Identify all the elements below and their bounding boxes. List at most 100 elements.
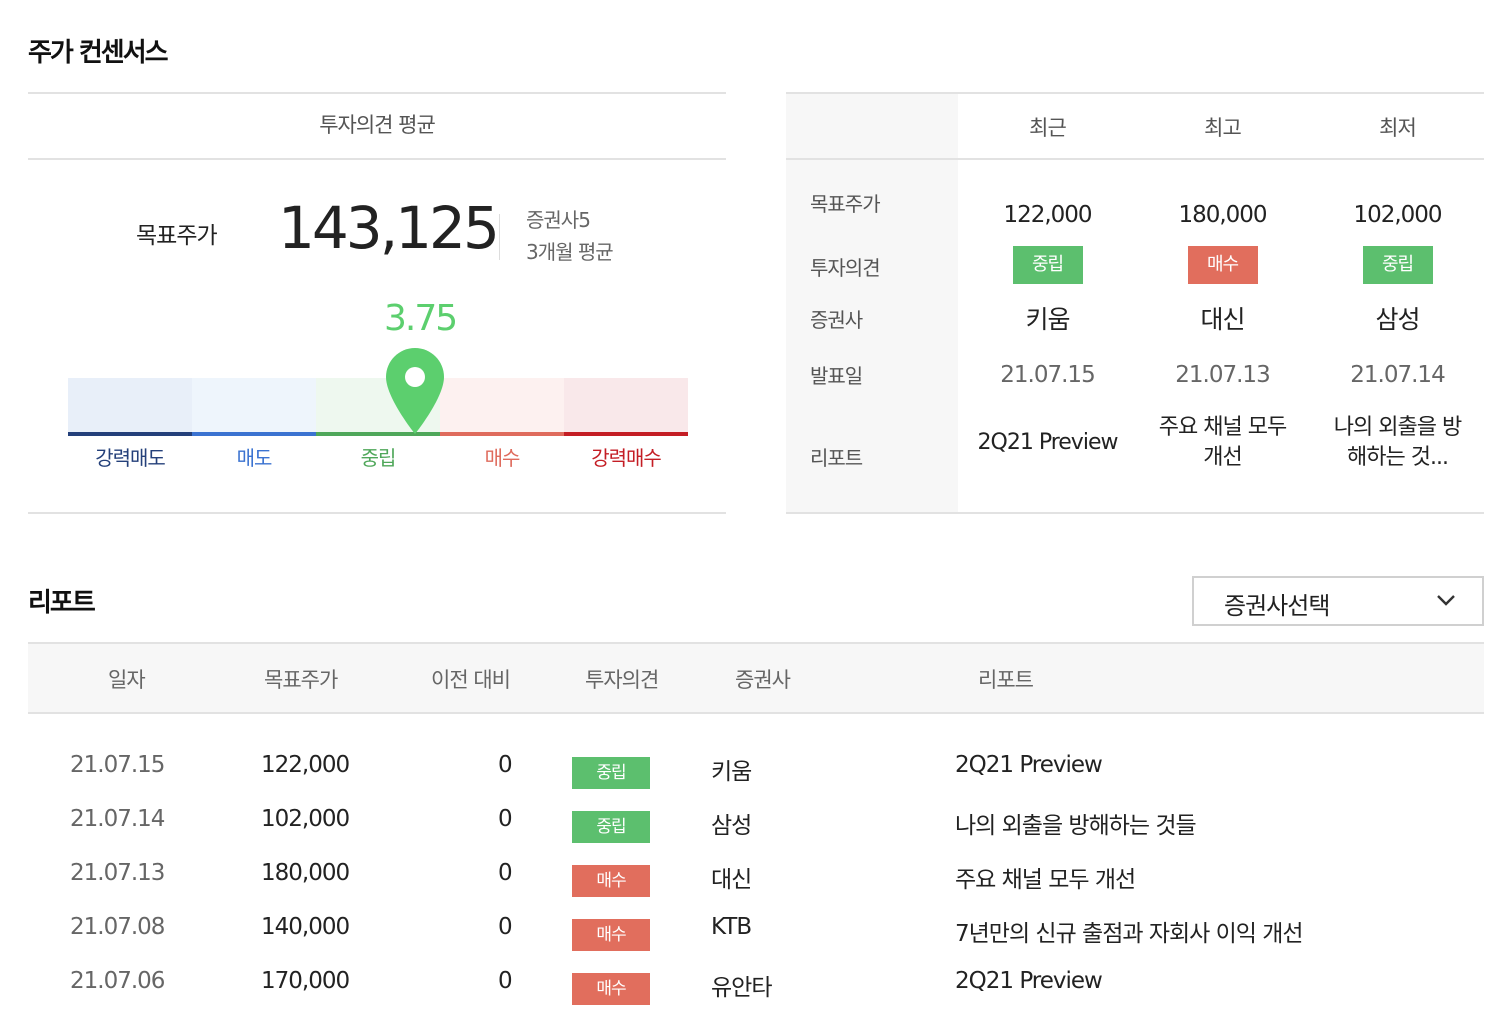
row-broker: 유안타	[711, 975, 772, 1001]
opinion-badge-cell: 매수	[572, 973, 650, 1005]
column-recent: 최근	[1029, 116, 1067, 140]
opinion-badge-cell: 중립	[572, 811, 650, 843]
row-change: 0	[498, 914, 513, 940]
scale-segment-strong-sell	[68, 378, 192, 436]
table-row[interactable]: 21.07.08 140,000 0 매수 KTB 7년만의 신규 출점과 자회사 이익 …	[28, 906, 1484, 960]
row-date: 21.07.15	[70, 752, 165, 778]
row-report-link[interactable]: 주요 채널 모두 개선	[955, 867, 1136, 893]
recent-target-price: 122,000	[1003, 202, 1092, 228]
broker-select[interactable]: 증권사선택	[1192, 576, 1484, 626]
row-target-price: 140,000	[261, 914, 350, 940]
lowest-opinion-badge: 중립	[1362, 246, 1433, 284]
row-report-link[interactable]: 2Q21 Preview	[955, 968, 1103, 994]
opinion-badge: 중립	[572, 811, 650, 843]
recent-report-line1: 2Q21 Preview	[977, 430, 1119, 455]
opinion-badge: 매수	[572, 919, 650, 951]
recent-opinion-badge: 중립	[1012, 246, 1083, 284]
highest-date: 21.07.13	[1175, 362, 1270, 388]
row-label-report: 리포트	[810, 446, 863, 470]
scale-segment-buy	[440, 378, 564, 436]
row-target-price: 122,000	[261, 752, 350, 778]
row-date: 21.07.06	[70, 968, 165, 994]
opinion-badge-cell: 매수	[572, 919, 650, 951]
summary-row-header-column	[786, 94, 958, 512]
highest-broker: 대신	[1200, 305, 1245, 334]
scale-labels: 강력매도 매도 중립 매수 강력매수	[68, 442, 688, 471]
highest-opinion-badge: 매수	[1187, 246, 1258, 284]
row-report-link[interactable]: 2Q21 Preview	[955, 752, 1103, 778]
opinion-badge-cell: 중립	[572, 757, 650, 789]
lowest-report-line2: 해하는 것...	[1347, 445, 1449, 470]
row-broker: 대신	[711, 867, 752, 893]
opinion-badge: 중립	[572, 757, 650, 789]
row-change: 0	[498, 806, 513, 832]
header-change: 이전 대비	[431, 668, 511, 692]
reports-table: 일자 목표주가 이전 대비 투자의견 증권사 리포트 21.07.15 122,0…	[28, 642, 1484, 1005]
opinion-badge: 매수	[572, 973, 650, 1005]
row-target-price: 102,000	[261, 806, 350, 832]
row-label-date: 발표일	[810, 364, 863, 388]
row-label-broker: 증권사	[810, 308, 863, 332]
scale-label-neutral: 중립	[360, 446, 397, 470]
reports-title: 리포트	[28, 588, 96, 618]
consensus-title: 주가 컨센서스	[28, 38, 169, 68]
row-report-link[interactable]: 7년만의 신규 출점과 자회사 이익 개선	[955, 921, 1304, 947]
scale-segment-strong-buy	[564, 378, 688, 436]
row-date: 21.07.14	[70, 806, 165, 832]
lowest-report-line1: 나의 외출을 방	[1333, 415, 1462, 440]
opinion-scale	[68, 378, 688, 436]
table-row[interactable]: 21.07.14 102,000 0 중립 삼성 나의 외출을 방해하는 것들	[28, 798, 1484, 852]
summary-header-row: 최근 최고 최저	[786, 94, 1484, 160]
highest-report-link[interactable]: 주요 채널 모두 개선	[1135, 413, 1310, 473]
row-date: 21.07.13	[70, 860, 165, 886]
column-highest: 최고	[1204, 116, 1242, 140]
scale-segment-sell	[192, 378, 316, 436]
target-price-value: 143,125	[278, 194, 500, 262]
row-broker: KTB	[711, 914, 752, 940]
recent-broker: 키움	[1025, 305, 1070, 334]
row-change: 0	[498, 752, 513, 778]
row-label-opinion: 투자의견	[810, 256, 881, 280]
opinion-badge-cell: 매수	[572, 865, 650, 897]
header-date: 일자	[108, 668, 146, 692]
summary-table: 최근 최고 최저 목표주가 투자의견 증권사 발표일 리포트 122,000 중…	[786, 92, 1484, 514]
row-report-link[interactable]: 나의 외출을 방해하는 것들	[955, 813, 1197, 839]
reports-header-row: 일자 목표주가 이전 대비 투자의견 증권사 리포트	[28, 642, 1484, 714]
table-row[interactable]: 21.07.06 170,000 0 매수 유안타 2Q21 Preview	[28, 960, 1484, 1014]
broker-select-value: 증권사선택	[1224, 592, 1330, 620]
location-pin-icon	[384, 346, 446, 440]
chevron-down-icon	[1436, 592, 1456, 611]
row-broker: 삼성	[711, 813, 752, 839]
target-price-label: 목표주가	[136, 223, 218, 249]
row-change: 0	[498, 860, 513, 886]
header-broker: 증권사	[735, 668, 791, 692]
lowest-date: 21.07.14	[1350, 362, 1445, 388]
average-period: 3개월 평균	[526, 240, 614, 264]
header-opinion: 투자의견	[585, 668, 659, 692]
scale-label-sell: 매도	[236, 446, 273, 470]
opinion-badge: 매수	[572, 865, 650, 897]
scale-label-strong-buy: 강력매수	[591, 446, 662, 470]
lowest-target-price: 102,000	[1353, 202, 1442, 228]
recent-date: 21.07.15	[1000, 362, 1095, 388]
divider	[499, 214, 500, 260]
lowest-report-link[interactable]: 나의 외출을 방 해하는 것...	[1310, 413, 1485, 473]
row-target-price: 170,000	[261, 968, 350, 994]
highest-target-price: 180,000	[1178, 202, 1267, 228]
row-label-target-price: 목표주가	[810, 192, 881, 216]
row-target-price: 180,000	[261, 860, 350, 886]
highest-report-line2: 개선	[1203, 445, 1242, 470]
table-row[interactable]: 21.07.13 180,000 0 매수 대신 주요 채널 모두 개선	[28, 852, 1484, 906]
header-report: 리포트	[978, 668, 1034, 692]
lowest-broker: 삼성	[1375, 305, 1420, 334]
column-lowest: 최저	[1379, 116, 1417, 140]
highest-report-line1: 주요 채널 모두	[1158, 415, 1287, 440]
opinion-score: 3.75	[384, 298, 458, 339]
row-change: 0	[498, 968, 513, 994]
table-row[interactable]: 21.07.15 122,000 0 중립 키움 2Q21 Preview	[28, 744, 1484, 798]
recent-report-link[interactable]: 2Q21 Preview	[960, 428, 1135, 458]
row-broker: 키움	[711, 759, 752, 785]
row-date: 21.07.08	[70, 914, 165, 940]
scale-label-buy: 매수	[484, 446, 521, 470]
opinion-average-header: 투자의견 평균	[28, 94, 726, 160]
